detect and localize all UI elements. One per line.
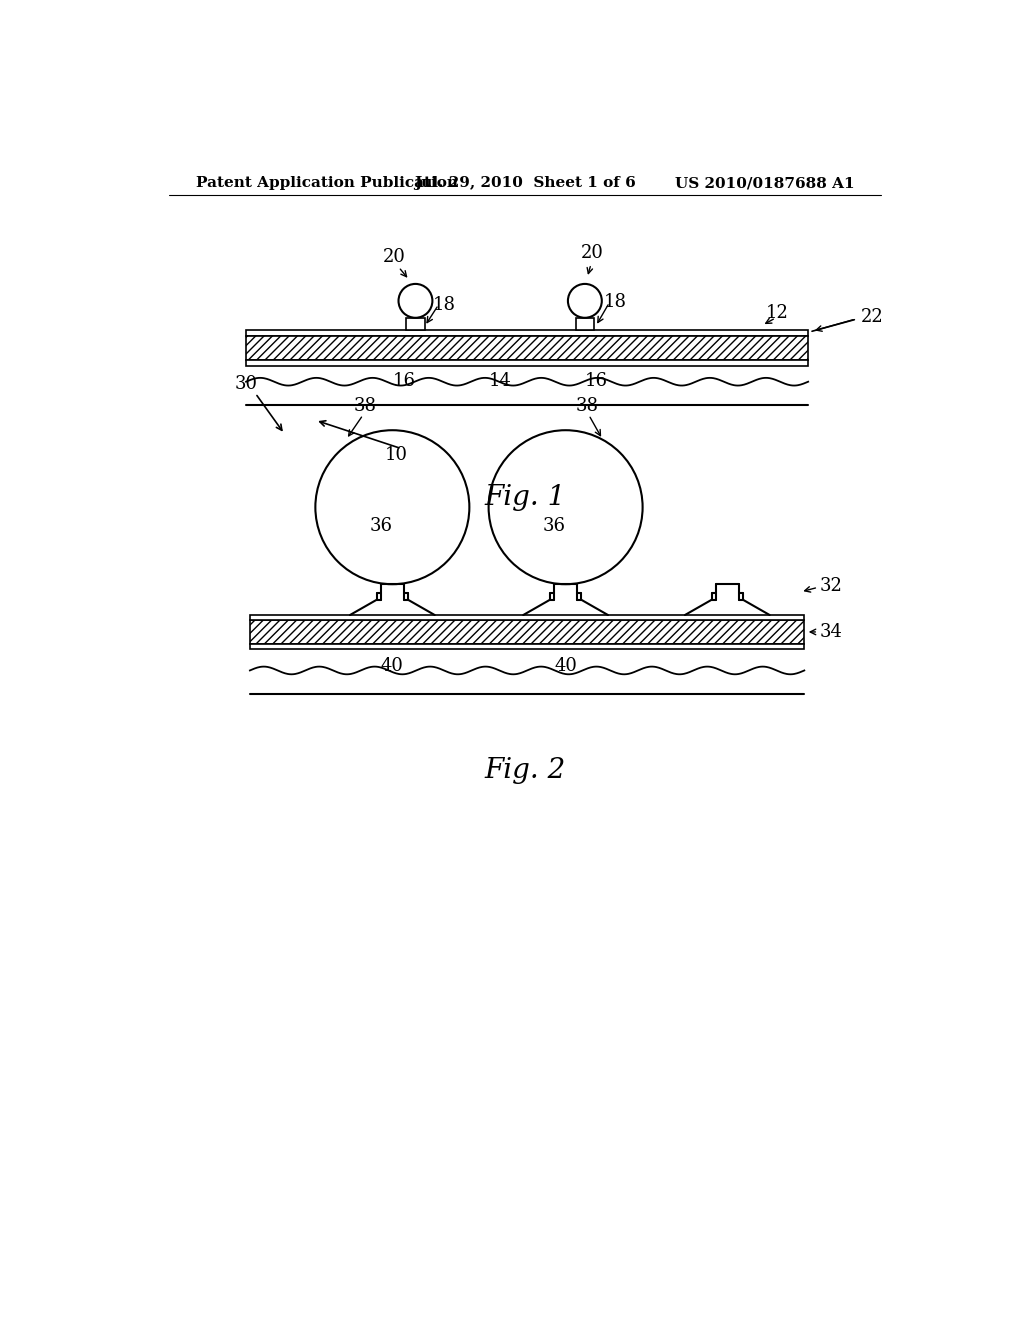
Text: 32: 32	[819, 577, 843, 595]
Text: 18: 18	[604, 293, 627, 312]
Bar	[246, 335, 808, 360]
Text: 18: 18	[433, 296, 457, 314]
Text: US 2010/0187688 A1: US 2010/0187688 A1	[675, 176, 854, 190]
Text: Fig. 2: Fig. 2	[484, 758, 565, 784]
Bar	[246, 330, 808, 335]
Text: 40: 40	[554, 657, 578, 675]
Text: 36: 36	[370, 517, 392, 536]
Text: 12: 12	[766, 304, 788, 322]
Text: 38: 38	[354, 396, 377, 414]
Text: 10: 10	[385, 446, 408, 463]
Bar	[575, 318, 594, 330]
Text: 20: 20	[582, 244, 604, 263]
Circle shape	[315, 430, 469, 585]
Text: 34: 34	[819, 623, 843, 642]
Text: Fig. 1: Fig. 1	[484, 483, 565, 511]
Text: 38: 38	[575, 396, 599, 414]
Text: 16: 16	[585, 372, 608, 389]
Text: 22: 22	[860, 309, 884, 326]
Text: Jul. 29, 2010  Sheet 1 of 6: Jul. 29, 2010 Sheet 1 of 6	[414, 176, 636, 190]
Circle shape	[568, 284, 602, 318]
Text: 16: 16	[392, 372, 416, 389]
Text: 40: 40	[381, 657, 403, 675]
Text: 30: 30	[234, 375, 258, 393]
Bar	[407, 318, 425, 330]
Bar	[250, 620, 804, 644]
Circle shape	[398, 284, 432, 318]
Text: Patent Application Publication: Patent Application Publication	[196, 176, 458, 190]
Text: 36: 36	[543, 517, 565, 536]
Text: 14: 14	[488, 372, 512, 389]
Text: 20: 20	[382, 248, 406, 265]
Bar	[250, 644, 804, 649]
Bar	[250, 615, 804, 620]
Bar	[246, 360, 808, 366]
Circle shape	[488, 430, 643, 585]
